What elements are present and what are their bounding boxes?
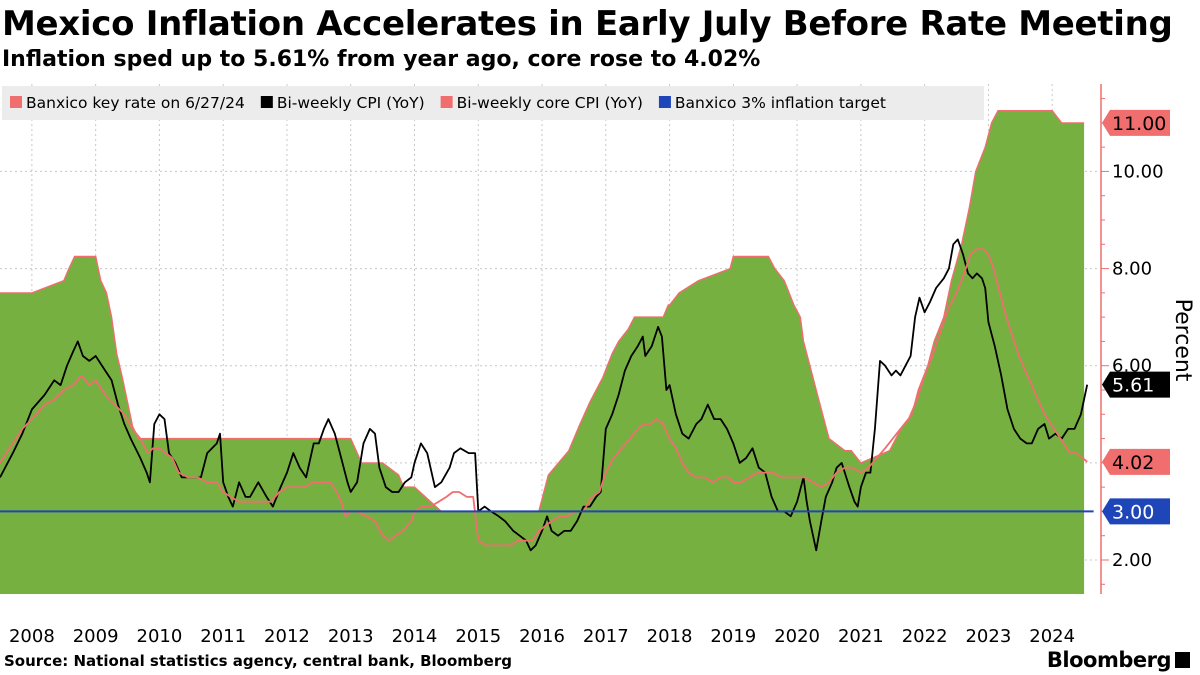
x-tick-label: 2009 [73, 626, 119, 647]
last-value-labels: 11.00 5.61 4.02 3.00 [1102, 109, 1170, 525]
value-tag [1102, 448, 1170, 475]
legend: Banxico key rate on 6/27/24 Bi-weekly CPI… [2, 86, 984, 120]
y-tick-label: 6.00 [1112, 356, 1152, 377]
legend-label: Bi-weekly core CPI (YoY) [457, 94, 643, 112]
legend-background [2, 86, 984, 120]
x-tick-label: 2023 [965, 626, 1011, 647]
series-line-cpi [0, 238, 1089, 552]
x-tick-label: 2018 [647, 626, 693, 647]
y-tick-label: 2.00 [1112, 550, 1152, 571]
value-tag [1102, 498, 1170, 525]
x-tick-label: 2016 [519, 626, 565, 647]
source-note: Source: National statistics agency, cent… [4, 652, 512, 670]
series-line-core-cpi [0, 248, 1088, 547]
legend-swatch [260, 96, 273, 108]
logo-text: Bloomberg [1046, 648, 1172, 672]
x-tick-label: 2012 [264, 626, 310, 647]
legend-swatch [10, 96, 22, 108]
x-tick-label: 2008 [9, 626, 55, 647]
value-tag-label: 5.61 [1112, 375, 1154, 397]
legend-label: Banxico key rate on 6/27/24 [26, 94, 245, 112]
line-layer [0, 238, 1094, 552]
value-tag-label: 11.00 [1112, 113, 1166, 135]
value-tag [1102, 371, 1170, 398]
chart-title: Mexico Inflation Accelerates in Early Ju… [2, 4, 1173, 44]
x-tick-label: 2021 [838, 626, 884, 647]
y-tick-label: 10.00 [1112, 161, 1164, 182]
x-tick-label: 2017 [583, 626, 629, 647]
series-area-key-rate [0, 110, 1085, 594]
value-tag-label: 3.00 [1112, 501, 1154, 523]
x-tick-label: 2020 [774, 626, 820, 647]
legend-items: Banxico key rate on 6/27/24 Bi-weekly CPI… [10, 94, 886, 112]
x-tick-label: 2019 [710, 626, 756, 647]
legend-swatch [440, 96, 453, 108]
value-tag [1102, 109, 1170, 136]
legend-label: Banxico 3% inflation target [675, 94, 886, 112]
bloomberg-logo: Bloomberg [1047, 648, 1190, 672]
legend-label: Bi-weekly CPI (YoY) [277, 94, 425, 112]
x-tick-label: 2011 [200, 626, 246, 647]
x-tick-label: 2013 [328, 626, 374, 647]
x-tick-label: 2015 [455, 626, 501, 647]
x-tick-label: 2014 [392, 626, 438, 647]
x-tick-label: 2010 [137, 626, 183, 647]
x-axis: 2008 2009 2010 2011 2012 2013 2014 2015 2016 2017… [9, 626, 1075, 647]
legend-swatch [658, 96, 671, 108]
y-axis-title: Percent [1170, 299, 1195, 382]
x-tick-label: 2022 [902, 626, 948, 647]
x-tick-label: 2024 [1029, 626, 1075, 647]
y-tick-label: 8.00 [1112, 259, 1152, 280]
bloomberg-logo-icon [1175, 652, 1190, 668]
chart-subtitle: Inflation sped up to 5.61% from year ago… [2, 47, 761, 72]
value-tag-label: 4.02 [1112, 452, 1154, 474]
